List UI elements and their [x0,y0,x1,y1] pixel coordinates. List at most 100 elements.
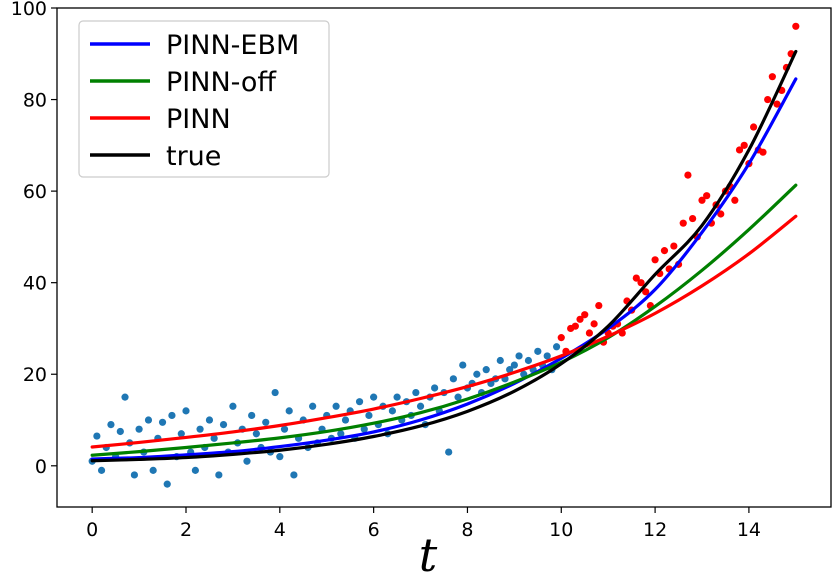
y-tick-label-0: 0 [35,456,47,478]
scatter-point-5-18 [642,288,650,296]
scatter-point-4-43 [290,471,298,479]
series-line-pinn-off [90,183,798,457]
y-tick-label-40: 40 [23,273,47,295]
scatter-point-5-20 [651,256,659,264]
scatter-point-4-65 [393,393,401,401]
scatter-point-4-22 [191,466,199,474]
scatter-point-4-70 [416,402,425,410]
scatter-point-4-1 [93,432,101,440]
x-tick-label-10: 10 [549,519,573,541]
scatter-point-4-73 [431,384,439,392]
scatter-point-5-44 [764,95,772,104]
legend: PINN-EBM PINN-off PINN true [78,20,330,178]
x-tick-label-6: 6 [368,519,380,541]
scatter-point-4-19 [177,430,185,438]
scatter-point-4-60 [370,393,378,401]
scatter-point-4-59 [365,411,373,420]
scatter-point-4-25 [205,416,214,424]
scatter-point-4-95 [534,347,542,355]
scatter-point-4-91 [515,352,523,360]
scatter-point-4-27 [215,471,223,479]
scatter-point-5-0 [557,334,565,342]
scatter-point-4-79 [459,361,467,369]
scatter-point-5-31 [703,192,711,200]
scatter-point-4-28 [219,420,228,429]
scatter-point-5-50 [792,22,800,30]
scatter-point-4-64 [388,407,396,415]
y-tick-label-60: 60 [23,181,47,203]
scatter-point-4-84 [482,366,490,374]
scatter-point-5-28 [689,214,697,223]
scatter-point-4-87 [496,356,504,365]
scatter-point-5-38 [735,146,744,154]
legend-label-true: true [166,141,221,172]
scatter-point-4-2 [97,466,106,474]
scatter-point-5-39 [740,141,748,149]
scatter-point-4-82 [473,370,481,378]
x-tick-label-2: 2 [180,519,192,541]
scatter-point-5-5 [581,311,589,319]
x-tick-label-4: 4 [274,519,286,541]
y-tick-label-80: 80 [23,90,47,112]
scatter-point-5-24 [670,242,678,250]
scatter-point-5-3 [571,322,579,330]
line-layer [90,49,798,463]
scatter-point-5-41 [750,123,758,131]
scatter-point-5-27 [684,171,692,179]
scatter-point-5-45 [768,73,776,81]
scatter-point-4-33 [243,457,251,465]
scatter-point-4-77 [449,375,457,383]
scatter-point-4-93 [524,356,533,365]
scatter-point-4-99 [552,343,561,351]
x-tick-label-0: 0 [86,519,98,541]
scatter-point-4-41 [280,425,289,433]
scatter-point-4-35 [252,430,260,438]
legend-label-pinn-off: PINN-off [166,67,277,98]
plot-frame [56,7,832,508]
scatter-point-5-43 [759,148,767,156]
scatter-point-5-37 [731,196,739,204]
scatter-point-5-4 [576,315,584,323]
scatter-point-4-15 [158,418,167,426]
scatter-point-4-7 [121,393,129,401]
x-axis-label: t [419,528,438,572]
scatter-point-4-37 [262,418,270,426]
scatter-point-5-30 [698,196,706,204]
y-tick-label-100: 100 [11,0,47,20]
scatter-point-4-4 [107,420,115,429]
series-line-pinn [90,214,798,449]
scatter-point-4-39 [271,388,279,397]
scatter-point-4-30 [229,402,237,410]
legend-label-pinn-ebm: PINN-EBM [166,30,299,61]
scatter-point-4-57 [355,398,364,406]
scatter-point-5-22 [660,247,669,255]
scatter-point-4-52 [332,402,340,410]
scatter-point-4-47 [309,402,317,410]
scatter-point-4-78 [454,393,462,401]
scatter-point-4-90 [510,361,518,369]
series-line-pinn-ebm [90,77,798,461]
scatter-point-4-69 [412,388,420,397]
y-axis: 0 20 40 60 80 100 [11,0,57,478]
legend-label-pinn: PINN [166,104,231,135]
scatter-point-5-34 [717,210,725,218]
scatter-point-5-6 [585,329,594,337]
scatter-point-5-46 [773,100,781,108]
scatter-point-5-17 [637,279,645,287]
scatter-point-5-16 [632,274,640,282]
scatter-point-4-76 [445,448,453,456]
scatter-point-4-26 [210,434,218,442]
scatter-point-4-40 [276,453,284,461]
scatter-point-4-20 [182,407,190,415]
scatter-point-4-16 [163,480,171,488]
scatter-point-4-58 [360,425,368,433]
scatter-point-5-26 [679,219,687,227]
x-tick-label-8: 8 [461,519,473,541]
scatter-point-4-23 [196,425,204,433]
scatter-point-4-9 [130,471,138,479]
series-line-true [90,49,798,463]
x-axis: 0 2 4 6 8 10 12 14 [86,507,761,541]
x-tick-label-12: 12 [643,519,667,541]
scatter-point-4-13 [149,466,157,474]
